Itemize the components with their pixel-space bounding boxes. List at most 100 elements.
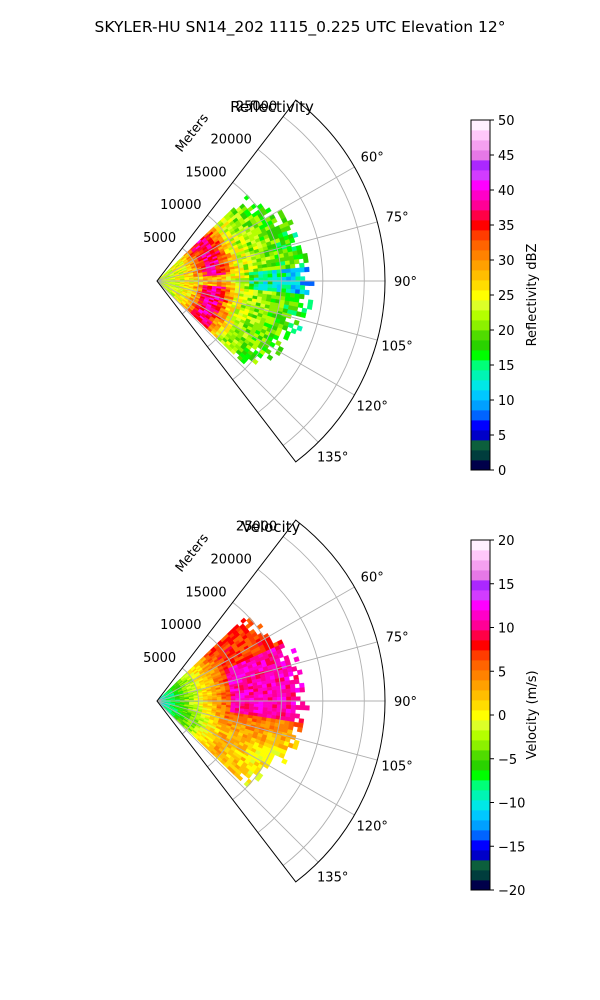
reflectivity-cell [300, 276, 306, 282]
reflectivity-cell [290, 284, 296, 290]
reflectivity-cell [272, 273, 278, 278]
reflectivity-cell [271, 269, 278, 275]
reflectivity-cell [284, 225, 292, 232]
reflectivity-cell [257, 267, 264, 272]
velocity-cell [267, 707, 273, 712]
velocity-cell [300, 700, 306, 706]
reflectivity-cell [269, 341, 276, 348]
reflectivity-cell [272, 284, 278, 289]
reflectivity-cell [271, 217, 278, 224]
reflectivity-cell [285, 288, 292, 294]
velocity-cell [266, 686, 273, 692]
radial-tick-label: 25000 [236, 520, 277, 535]
reflectivity-cell [267, 280, 273, 285]
colorbar-tick-label: 30 [498, 254, 515, 269]
azimuth-tick-label: 135° [317, 871, 348, 886]
colorbar-swatch [471, 300, 490, 311]
reflectivity-cell [304, 280, 310, 286]
azimuth-gridline [156, 166, 355, 282]
reflectivity-cell [289, 237, 296, 244]
reflectivity-cell [230, 275, 236, 279]
colorbar-tick-label: 40 [498, 184, 515, 199]
velocity-cell [258, 700, 264, 705]
reflectivity-cell [293, 319, 300, 326]
radial-tick-label: 20000 [211, 132, 252, 147]
colorbar-swatch [471, 610, 490, 621]
velocity-cell [272, 697, 278, 702]
radial-tick-label: 5000 [143, 651, 176, 666]
velocity-cell [257, 687, 264, 692]
colorbar-tick-label: 45 [498, 149, 515, 164]
radial-tick-label: 10000 [160, 618, 201, 633]
velocity-cell [290, 708, 296, 714]
colorbar-swatch [471, 780, 490, 791]
velocity-cell [263, 700, 269, 705]
reflectivity-cell [290, 272, 296, 278]
colorbar-swatch [471, 410, 490, 421]
colorbar-swatch [471, 270, 490, 281]
velocity-cell [240, 617, 247, 624]
azimuth-tick-label: 135° [317, 451, 348, 466]
reflectivity-cell [286, 280, 292, 286]
azimuth-gridline [156, 280, 378, 341]
velocity-cell [267, 697, 273, 702]
velocity-cell [290, 692, 296, 698]
colorbar-swatch [471, 550, 490, 561]
colorbar-swatch [471, 150, 490, 161]
reflectivity-cell [294, 293, 301, 299]
velocity-cell [253, 700, 259, 705]
velocity-cell [285, 688, 292, 694]
reflectivity-cell [244, 275, 250, 279]
azimuth-gridline [156, 641, 378, 702]
velocity-cell [244, 703, 250, 707]
velocity-cell [263, 697, 269, 702]
reflectivity-cell [267, 284, 273, 289]
colorbar-swatch [471, 730, 490, 741]
colorbar-swatch [471, 810, 490, 821]
velocity-cell [299, 682, 305, 689]
velocity-cell [248, 691, 255, 696]
colorbar-swatch [471, 170, 490, 181]
colorbar-tick-label: 10 [498, 394, 515, 409]
azimuth-tick-label: 120° [357, 819, 388, 834]
azimuth-gridline [156, 221, 378, 282]
velocity-cell [272, 704, 278, 709]
colorbar-swatch [471, 870, 490, 881]
velocity-cell [253, 691, 259, 696]
reflectivity-cell [271, 266, 277, 271]
reflectivity-cell [253, 277, 259, 282]
azimuth-gridline [156, 586, 355, 702]
velocity-cell [290, 696, 296, 702]
colorbar-swatch [471, 330, 490, 341]
radial-tick-label: 15000 [185, 165, 226, 180]
colorbar-swatch [471, 770, 490, 781]
reflectivity-cell [295, 280, 301, 286]
reflectivity-cell [281, 280, 287, 286]
colorbar-swatch [471, 690, 490, 701]
reflectivity-title: Reflectivity [230, 98, 314, 116]
colorbar-swatch [471, 200, 490, 211]
colorbar-swatch [471, 340, 490, 351]
colorbar-swatch [471, 120, 490, 131]
colorbar-tick-label: −5 [498, 753, 517, 768]
reflectivity-cell [252, 358, 259, 365]
velocity-cell [286, 692, 292, 698]
colorbar-tick-label: −15 [498, 840, 525, 855]
reflectivity-cell [272, 280, 278, 285]
velocity-cell [281, 692, 287, 698]
colorbar-swatch [471, 260, 490, 271]
velocity-cell [285, 712, 291, 718]
reflectivity-cell [285, 292, 291, 298]
velocity-cell [281, 688, 287, 694]
colorbar-swatch [471, 580, 490, 591]
colorbar-swatch [471, 430, 490, 441]
reflectivity-cell [299, 285, 306, 291]
velocity-sector-outline [156, 519, 386, 883]
colorbar-swatch [471, 620, 490, 631]
reflectivity-cell [299, 289, 305, 295]
colorbar-swatch [471, 350, 490, 361]
colorbar-swatch [471, 800, 490, 811]
reflectivity-cell [296, 325, 303, 332]
reflectivity-cell [281, 272, 287, 278]
